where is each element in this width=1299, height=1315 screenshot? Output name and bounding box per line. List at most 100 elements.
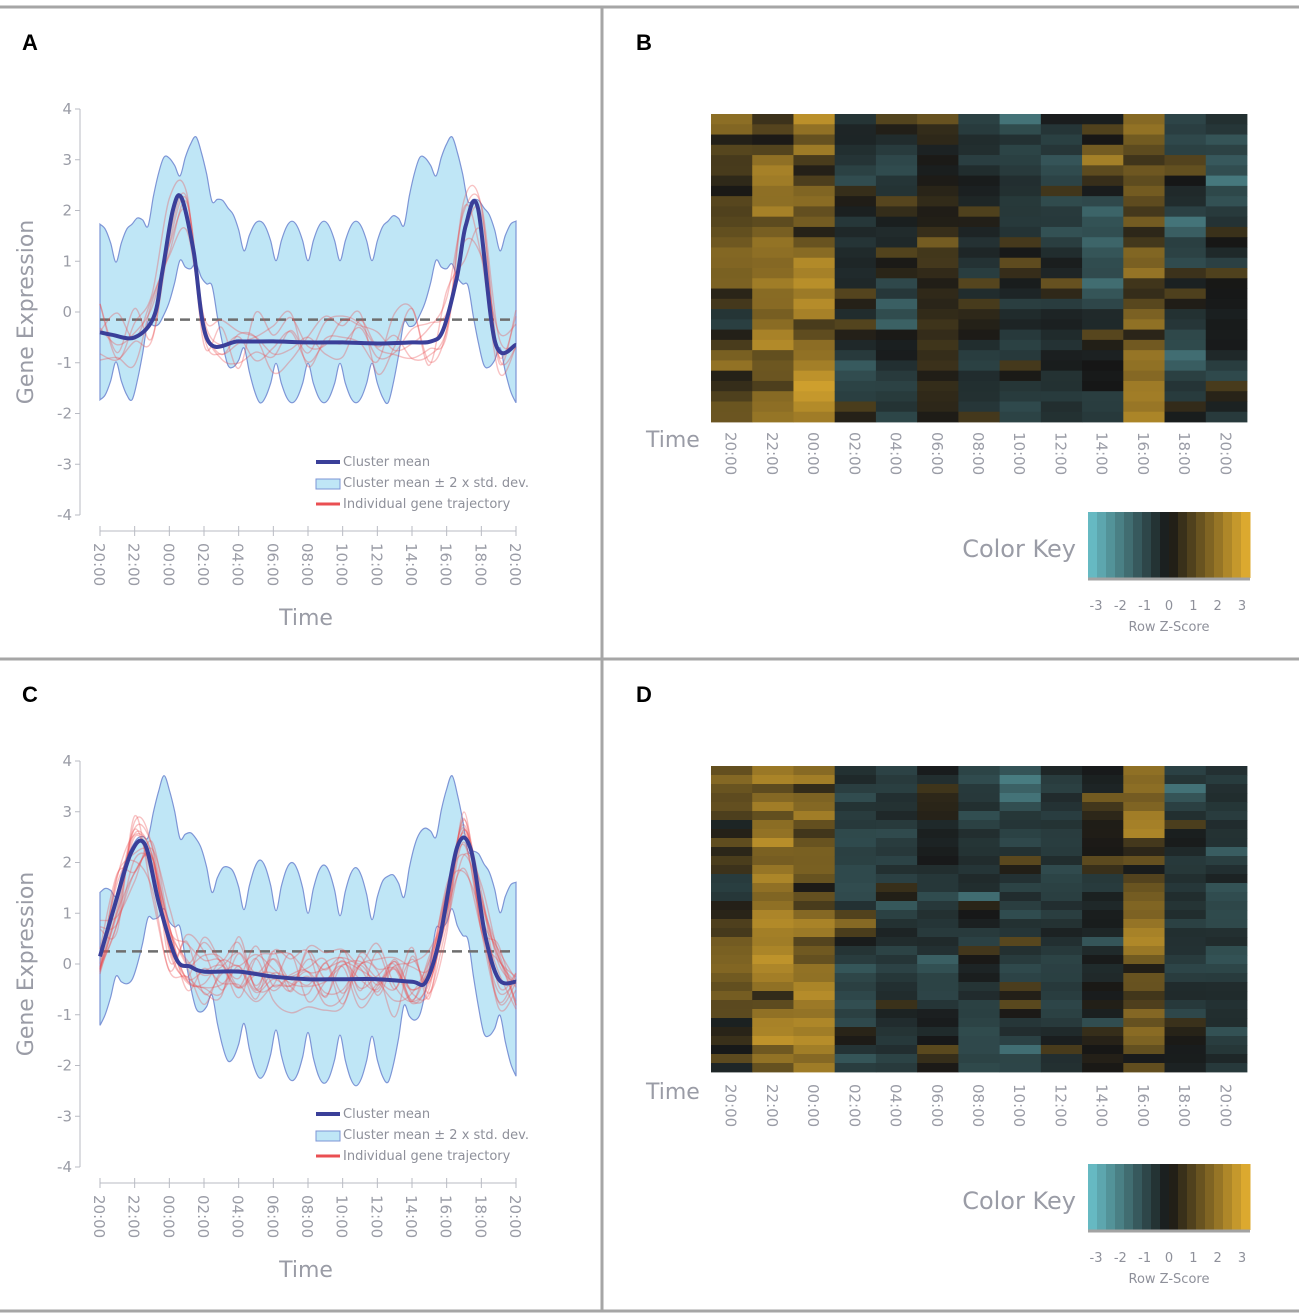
heatmap-cell [875, 1018, 918, 1028]
heatmap-cell [917, 278, 959, 289]
heatmap-cell [958, 829, 1001, 839]
heatmap-cell [711, 350, 753, 361]
heatmap-cell [1082, 268, 1124, 279]
heatmap-cell [1164, 1036, 1207, 1046]
heatmap-cell [917, 1009, 959, 1019]
heatmap-cell [958, 793, 1001, 803]
heatmap-cell [711, 892, 753, 902]
heatmap-cell [1040, 175, 1083, 187]
heatmap-cell [793, 165, 836, 176]
heatmap-cell [752, 237, 794, 248]
heatmap-cell [1040, 829, 1083, 839]
heatmap-cell [752, 856, 794, 866]
heatmap-cell [711, 883, 753, 893]
heatmap-cell [711, 937, 753, 947]
heatmap-cell [1123, 946, 1165, 956]
heatmap-cell [1205, 964, 1248, 974]
heatmap-cell [1164, 216, 1207, 228]
heatmap-col-label: 06:00 [928, 1084, 946, 1127]
heatmap-cell [1205, 973, 1248, 983]
heatmap-cell [999, 838, 1042, 848]
heatmap-cell [958, 802, 1001, 812]
heatmap-cell [1123, 360, 1165, 372]
heatmap-col-label: 22:00 [763, 432, 781, 475]
heatmap-cell [875, 247, 918, 259]
heatmap-cell [1123, 350, 1165, 361]
heatmap-cell [1164, 1027, 1207, 1037]
heatmap-cell [1040, 370, 1083, 382]
heatmap-cell [1082, 237, 1124, 248]
heatmap-cell [752, 278, 794, 289]
heatmap-cell [834, 1036, 877, 1046]
heatmap-cell [834, 865, 877, 875]
heatmap-cell [958, 329, 1001, 341]
legend: Cluster mean Cluster mean ± 2 x std. dev.… [315, 455, 529, 512]
heatmap-cell [875, 278, 918, 289]
heatmap-cell [917, 144, 959, 156]
heatmap-cell [1040, 811, 1083, 821]
heatmap-cell [875, 1063, 918, 1073]
heatmap-cell [958, 411, 1001, 423]
heatmap-cell [999, 946, 1042, 956]
x-tick-label: 18:00 [471, 543, 489, 586]
heatmap-cell [1205, 196, 1248, 207]
heatmap-cell [793, 124, 836, 135]
heatmap-cell [1205, 838, 1248, 848]
heatmap-cell [1123, 847, 1165, 857]
heatmap-cell [1082, 847, 1124, 857]
heatmap-cell [917, 991, 959, 1001]
heatmap-cell [917, 360, 959, 372]
heatmap-cell [999, 1027, 1042, 1037]
heatmap-cell [875, 991, 918, 1001]
heatmap-cell [999, 865, 1042, 875]
heatmap-cell [999, 216, 1042, 228]
heatmap-cell [917, 883, 959, 893]
heatmap-cell [834, 928, 877, 938]
heatmap-cell [793, 811, 836, 821]
heatmap-cell [958, 955, 1001, 965]
heatmap-cell [917, 865, 959, 875]
heatmap-cell [1164, 247, 1207, 259]
heatmap-col-label: 18:00 [1175, 1084, 1193, 1127]
heatmap-cell [1123, 370, 1165, 382]
heatmap-cell [1123, 196, 1165, 207]
heatmap-cell [875, 380, 918, 392]
heatmap-cell [793, 946, 836, 956]
heatmap-cell [1040, 901, 1083, 911]
heatmap-cell [1082, 1009, 1124, 1019]
heatmap-cell [793, 380, 836, 392]
heatmap-cell [999, 1018, 1042, 1028]
heatmap-cell [1040, 982, 1083, 992]
heatmap-cell [1205, 1018, 1248, 1028]
heatmap-cell [834, 829, 877, 839]
heatmap-cell [999, 883, 1042, 893]
heatmap-cell [958, 991, 1001, 1001]
heatmap-cell [711, 982, 753, 992]
heatmap-cell [958, 820, 1001, 830]
color-key-swatch [1142, 1164, 1152, 1230]
heatmap-cell [875, 784, 918, 794]
heatmap-cell [1040, 329, 1083, 341]
heatmap-cell [1082, 946, 1124, 956]
heatmap-cell [1040, 1027, 1083, 1037]
x-tick-label: 02:00 [194, 1195, 212, 1238]
heatmap-cell [999, 1045, 1042, 1055]
heatmap-cell [834, 892, 877, 902]
heatmap-col-label: 14:00 [1093, 432, 1111, 475]
heatmap-cell [917, 124, 959, 135]
heatmap-cell [1123, 319, 1165, 330]
heatmap-cell [1205, 124, 1248, 135]
heatmap-cell [1123, 411, 1165, 423]
color-key-label: Row Z-Score [1129, 620, 1210, 635]
heatmap-cell [875, 216, 918, 228]
heatmap-cell [1205, 175, 1248, 187]
gene-trajectory [99, 829, 517, 1003]
heatmap-cell [958, 175, 1001, 187]
heatmap-cell [1123, 144, 1165, 156]
heatmap-cell [917, 237, 959, 248]
heatmap-cell [834, 329, 877, 341]
color-key-tick: 1 [1189, 1251, 1197, 1266]
heatmap-cell [875, 901, 918, 911]
heatmap-cell [1082, 278, 1124, 289]
heatmap-cell [917, 910, 959, 920]
